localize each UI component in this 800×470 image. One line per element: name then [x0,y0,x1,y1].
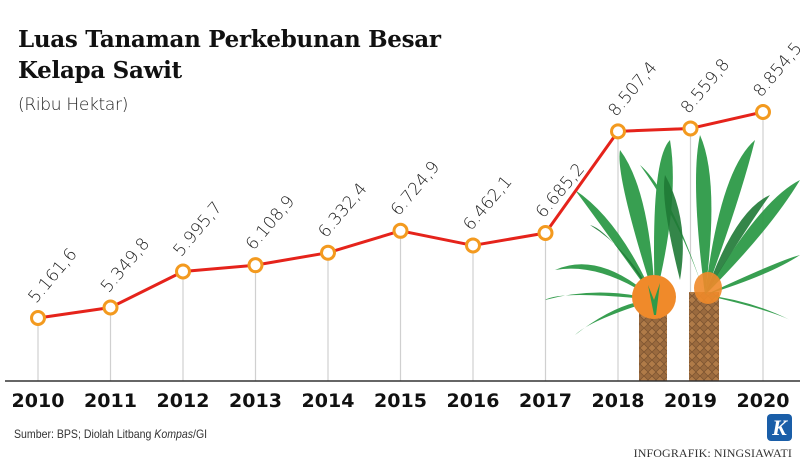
value-label: 5.995,7 [170,198,227,261]
title-line-2: Kelapa Sawit [18,57,182,84]
year-label: 2012 [157,390,210,412]
data-point-marker [537,225,554,242]
title-line-1: Luas Tanaman Perkebunan Besar [18,26,441,53]
data-point-marker [392,222,409,239]
year-label: 2013 [229,390,282,412]
chart-title: Luas Tanaman Perkebunan Besar Kelapa Saw… [18,24,441,86]
value-label: 5.161,6 [25,245,82,308]
value-label: 6.108,9 [242,192,299,255]
value-label: 6.332,4 [315,179,372,242]
data-point-marker [247,257,264,274]
year-label: 2011 [84,390,137,412]
year-label: 2019 [664,390,717,412]
infographic-credit: INFOGRAFIK: NINGSIAWATI [633,446,792,460]
value-label: 5.349,8 [97,234,154,297]
year-label: 2020 [737,390,790,412]
year-label: 2014 [302,390,355,412]
source-prefix: Sumber: BPS; Diolah Litbang [14,427,155,441]
source-italic: Kompas [154,427,194,441]
year-label: 2017 [519,390,572,412]
value-label: 8.559,8 [677,55,734,118]
value-label: 8.507,4 [605,58,662,121]
source-note: Sumber: BPS; Diolah Litbang Kompas/GI [14,427,207,441]
value-label: 6.724,9 [387,157,444,220]
value-label: 6.462,1 [460,172,517,235]
value-label: 8.854,5 [750,39,800,102]
year-label: 2018 [592,390,645,412]
data-point-marker [755,104,771,120]
kompas-logo: K [767,414,792,441]
year-label: 2016 [447,390,500,412]
data-point-marker [175,263,191,280]
data-point-marker [465,237,481,254]
value-labels: 5.161,6 5.349,8 5.995,7 6.108,9 6.332,4 6.724… [25,39,800,308]
data-point-marker [610,123,626,140]
data-point-marker [682,120,699,137]
chart-subtitle: (Ribu Hektar) [18,95,129,115]
data-markers [30,104,771,326]
year-labels: 2010 2011 2012 2013 2014 2015 2016 2017 2018 2019… [12,390,790,412]
year-label: 2015 [374,390,427,412]
data-point-marker [30,310,46,326]
palm-tree-illustration [545,135,800,381]
source-suffix: /GI [193,427,208,441]
data-point-marker [102,299,119,316]
year-label: 2010 [12,390,65,412]
data-point-marker [320,244,336,261]
